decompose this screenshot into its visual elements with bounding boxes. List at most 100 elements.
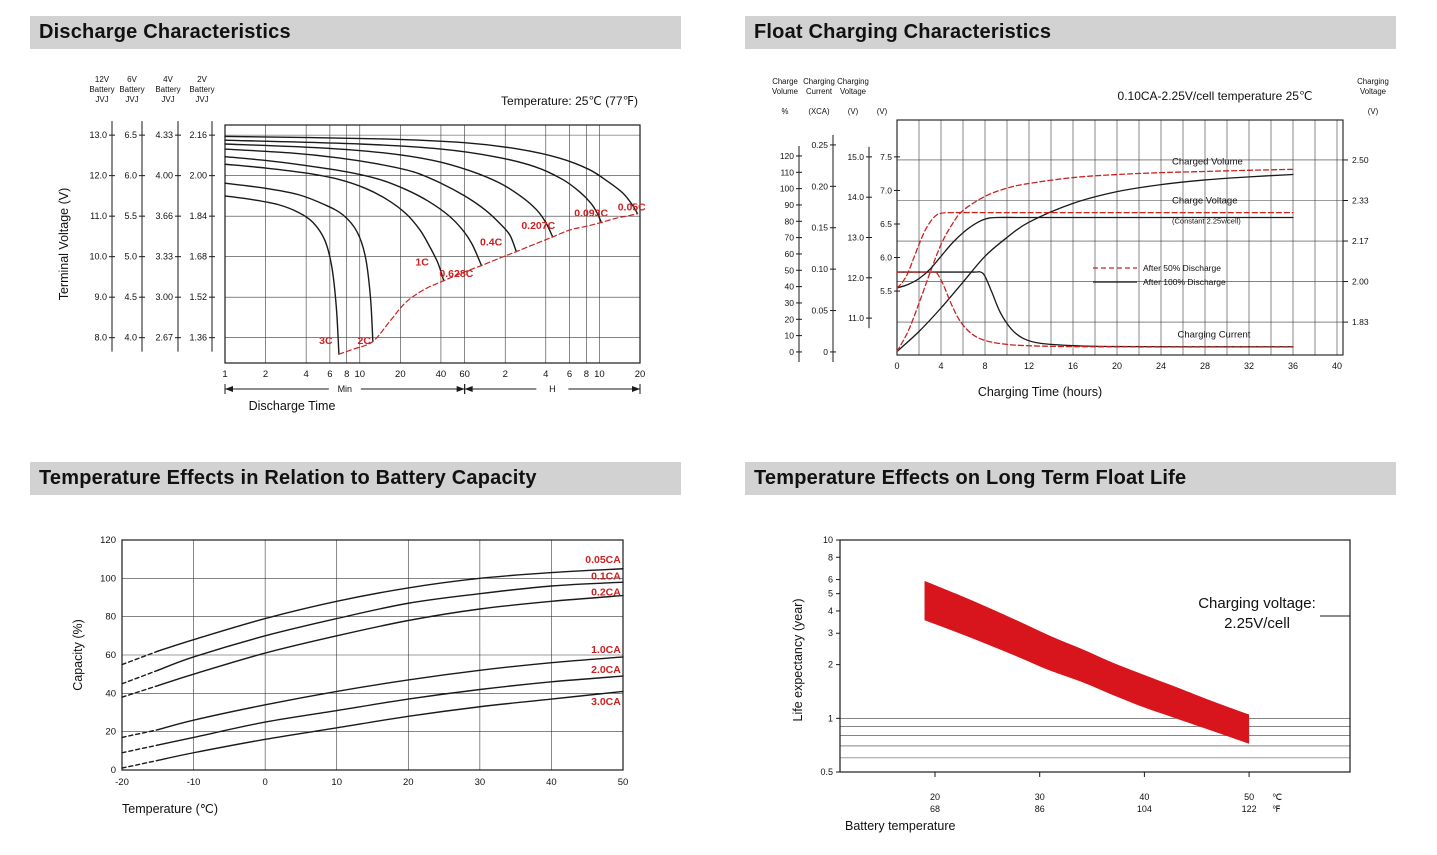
svg-text:%: %	[782, 107, 789, 116]
svg-text:3.00: 3.00	[155, 292, 173, 302]
svg-text:68: 68	[930, 804, 940, 814]
svg-text:2V: 2V	[197, 75, 207, 84]
svg-text:6V: 6V	[127, 75, 137, 84]
svg-text:JVJ: JVJ	[125, 95, 138, 104]
curve-charged-volume-50	[896, 168, 1294, 353]
svg-text:11.0: 11.0	[90, 211, 107, 221]
curve-label: Charging Current	[1178, 329, 1251, 340]
svg-text:JVJ: JVJ	[195, 95, 208, 104]
curve-3.0CA-dashed	[121, 759, 159, 769]
svg-text:0.15: 0.15	[811, 223, 828, 233]
svg-text:10: 10	[594, 369, 605, 380]
arrow-left	[464, 386, 473, 392]
section-title-discharge: Discharge Characteristics	[30, 16, 681, 49]
svg-text:7.5: 7.5	[880, 152, 892, 162]
svg-text:80: 80	[105, 612, 116, 623]
svg-text:12: 12	[1024, 361, 1034, 371]
plot-frame	[896, 119, 1344, 356]
life-expectancy-band	[924, 580, 1250, 744]
svg-text:2.17: 2.17	[1352, 236, 1369, 246]
svg-text:℉: ℉	[1272, 804, 1281, 814]
plot-frame	[839, 539, 1351, 773]
curve-label-0.05C: 0.05C	[618, 202, 646, 214]
svg-text:1: 1	[828, 713, 833, 723]
annotation-text: 2.25V/cell	[1224, 615, 1290, 632]
curve-1.0CA	[157, 656, 624, 731]
svg-text:Voltage: Voltage	[1360, 87, 1386, 96]
discharge-chart-svg: 12VBatteryJVJ13.012.011.010.09.08.06VBat…	[57, 75, 646, 413]
svg-text:JVJ: JVJ	[161, 95, 174, 104]
svg-text:(V): (V)	[1368, 107, 1379, 116]
svg-text:4.5: 4.5	[124, 292, 137, 302]
chart-note: 0.10CA-2.25V/cell temperature 25℃	[1118, 89, 1313, 103]
svg-text:120: 120	[780, 151, 794, 161]
svg-text:6: 6	[567, 369, 572, 380]
cutoff-dashed-curve	[338, 213, 639, 355]
svg-text:36: 36	[1288, 361, 1298, 371]
curve-charging-current-100	[896, 271, 1294, 348]
svg-text:12.0: 12.0	[847, 273, 864, 283]
curve-0.05CA-dashed	[121, 650, 159, 666]
y-axis-title: Life expectancy (year)	[791, 599, 805, 722]
svg-text:2.50: 2.50	[1352, 155, 1369, 165]
curve-2.0CA-dashed	[121, 744, 159, 754]
svg-text:104: 104	[1137, 804, 1152, 814]
svg-text:1.83: 1.83	[1352, 317, 1369, 327]
svg-text:0: 0	[111, 765, 116, 776]
svg-text:15.0: 15.0	[847, 152, 864, 162]
svg-text:6.5: 6.5	[880, 219, 892, 229]
svg-text:70: 70	[785, 233, 795, 243]
svg-text:30: 30	[1035, 792, 1045, 802]
svg-text:14.0: 14.0	[847, 192, 864, 202]
section-title-float-charging: Float Charging Characteristics	[745, 16, 1396, 49]
discharge-curve-0.207C	[224, 143, 554, 238]
svg-text:Battery: Battery	[119, 85, 144, 94]
svg-text:30: 30	[785, 298, 795, 308]
legend-label: After 50% Discharge	[1143, 263, 1221, 273]
svg-text:120: 120	[100, 535, 116, 546]
svg-text:10: 10	[354, 369, 365, 380]
svg-text:60: 60	[105, 650, 116, 661]
svg-text:Charging: Charging	[1357, 77, 1389, 86]
svg-text:Voltage: Voltage	[840, 87, 866, 96]
svg-text:1: 1	[222, 369, 227, 380]
svg-text:24: 24	[1156, 361, 1166, 371]
curve-label-2C: 2C	[358, 335, 372, 347]
svg-text:4: 4	[828, 606, 833, 616]
curve-0.2CA-dashed	[121, 684, 159, 698]
svg-text:20: 20	[403, 777, 414, 788]
svg-text:JVJ: JVJ	[95, 95, 108, 104]
svg-text:8.0: 8.0	[94, 333, 107, 343]
curve-0.1CA-dashed	[121, 669, 159, 685]
svg-text:110: 110	[780, 167, 794, 177]
svg-text:5.0: 5.0	[124, 252, 137, 262]
svg-text:4: 4	[543, 369, 548, 380]
curve-charged-volume-100	[896, 173, 1294, 353]
svg-text:20: 20	[785, 314, 795, 324]
curve-label-3.0CA: 3.0CA	[591, 696, 621, 708]
curve-label: Charge Voltage	[1172, 195, 1238, 206]
svg-text:16: 16	[1068, 361, 1078, 371]
discharge-curve-1C	[224, 163, 445, 282]
svg-text:0.20: 0.20	[811, 181, 828, 191]
x-axis-title: Temperature (℃)	[122, 802, 218, 816]
svg-text:Charging: Charging	[803, 77, 835, 86]
svg-text:12V: 12V	[95, 75, 110, 84]
svg-text:40: 40	[785, 282, 795, 292]
svg-text:5: 5	[828, 589, 833, 599]
svg-text:20: 20	[930, 792, 940, 802]
svg-text:20: 20	[395, 369, 406, 380]
svg-text:(V): (V)	[877, 107, 888, 116]
svg-text:6.5: 6.5	[124, 130, 137, 140]
svg-text:(XCA): (XCA)	[808, 107, 830, 116]
curve-label: (Constant 2.25v/cell)	[1172, 216, 1241, 225]
svg-text:6: 6	[327, 369, 332, 380]
svg-text:40: 40	[105, 688, 116, 699]
float-charging-chart: Charge Volume% 0 10 20 30 40 50 60 70 80 90 100 110 12…	[745, 58, 1437, 453]
svg-text:(V): (V)	[848, 107, 859, 116]
arrow-right	[632, 386, 640, 392]
curve-label-1C: 1C	[415, 257, 429, 269]
curve-2.0CA	[157, 675, 624, 746]
svg-text:4.0: 4.0	[124, 333, 137, 343]
